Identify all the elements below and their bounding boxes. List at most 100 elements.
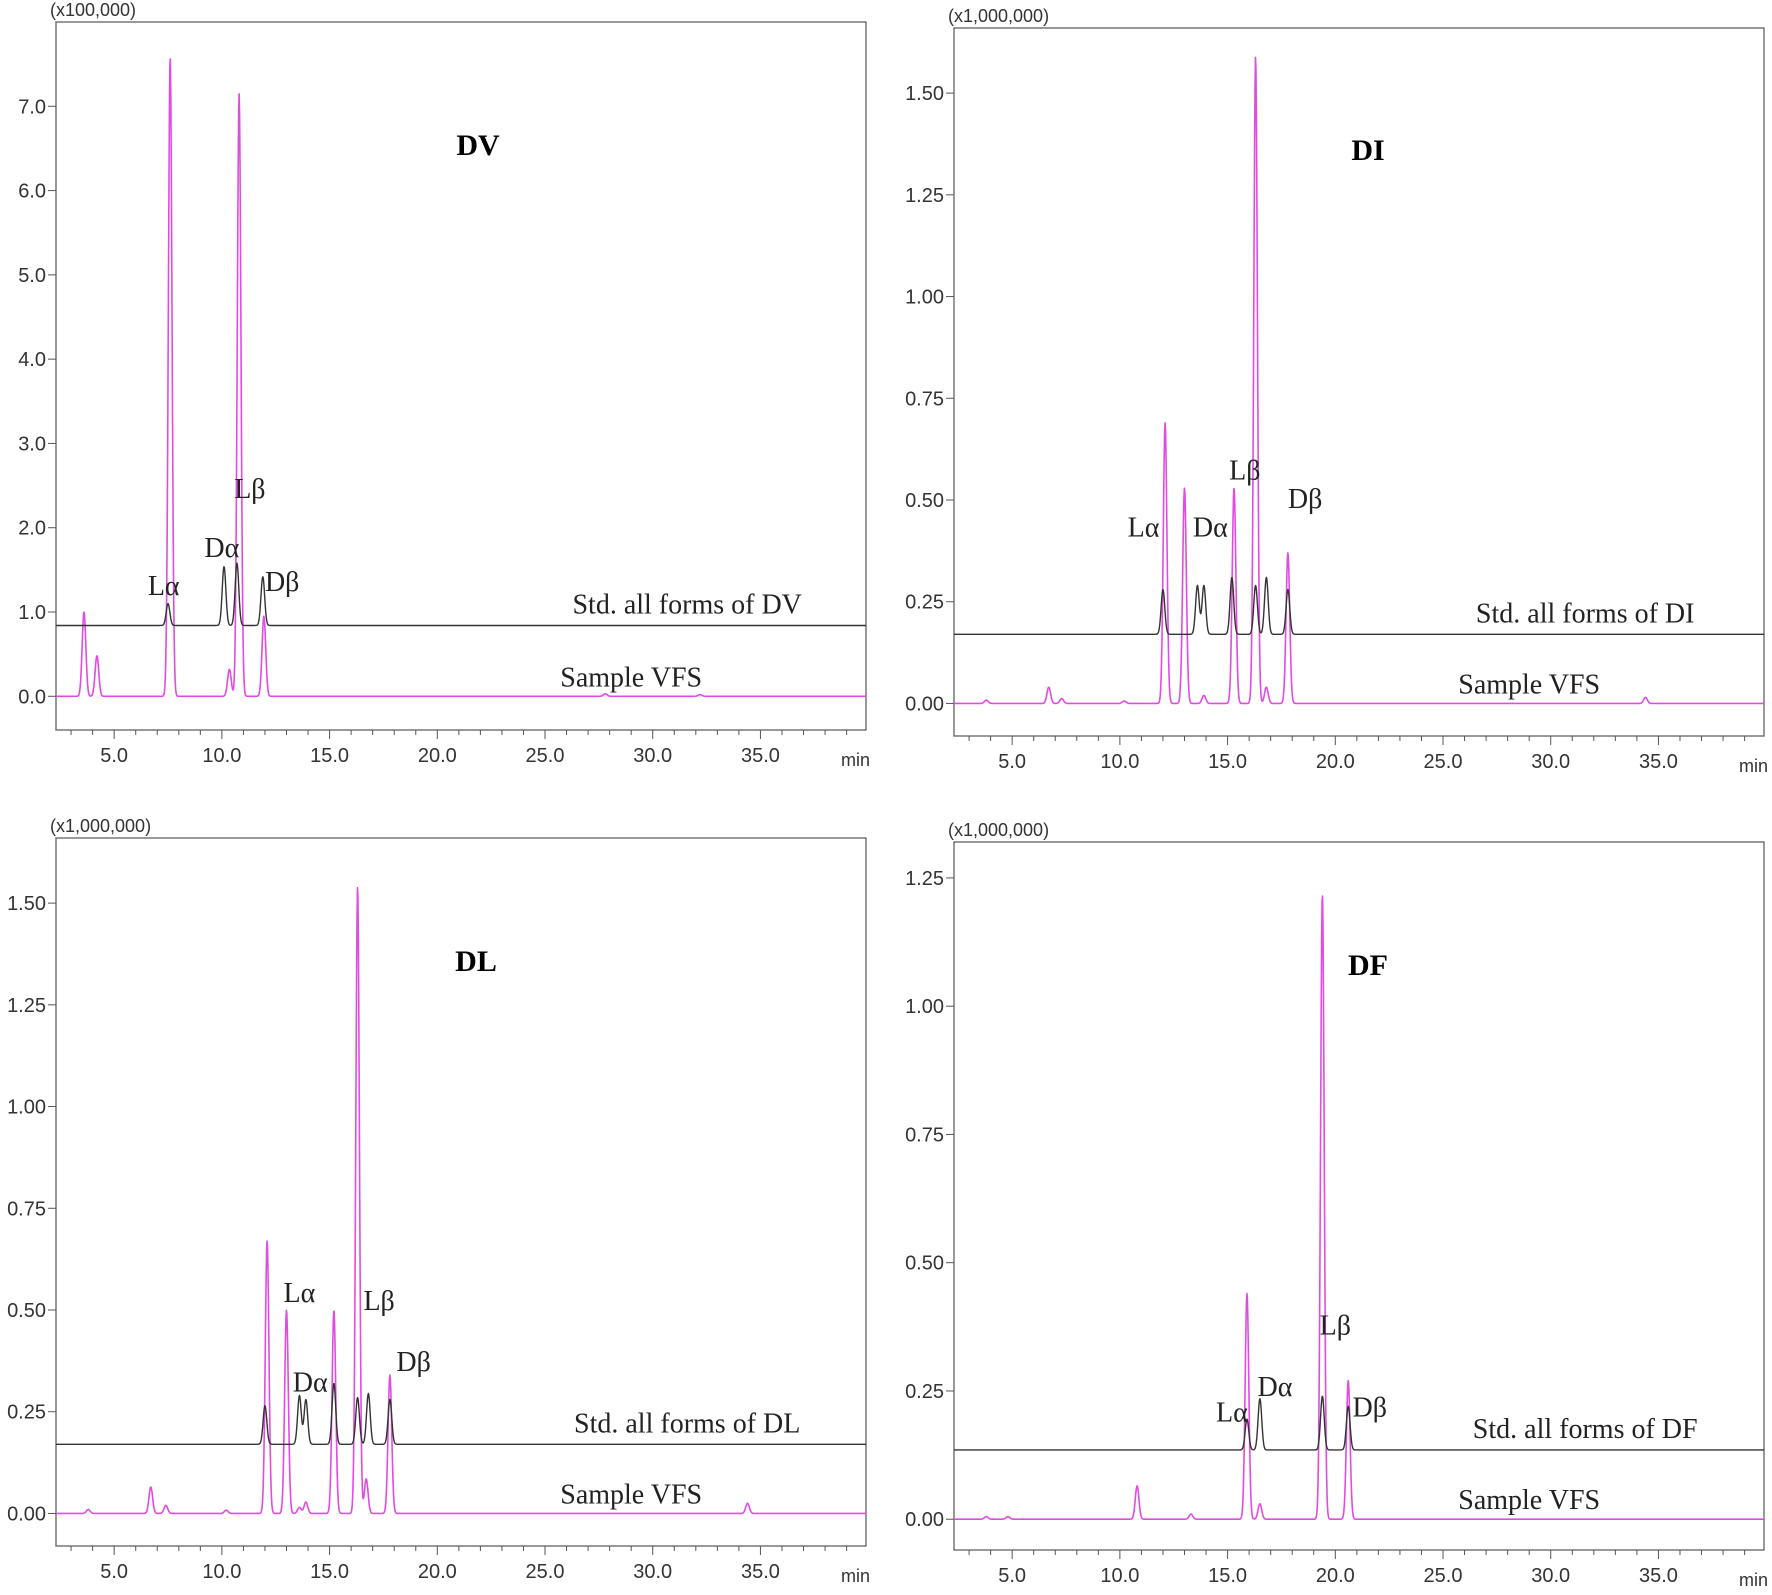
x-tick-label: 15.0: [310, 1561, 349, 1583]
peak-label: Lβ: [363, 1286, 394, 1317]
chart-panel-dv: 0.0 1.0 2.0 3.0 4.0 5.0 6.0 7.0 5.0 10.0 15.0 20.0 2…: [0, 0, 886, 795]
x-tick-label: 10.0: [1100, 751, 1139, 773]
standard-trace: [55, 1382, 867, 1445]
chart-title: DV: [456, 129, 500, 162]
standard-trace: [953, 576, 1765, 635]
sample-trace-label: Sample VFS: [560, 662, 702, 693]
sample-trace: [953, 895, 1765, 1521]
x-tick-label: 30.0: [633, 1561, 672, 1583]
x-tick-label: 30.0: [633, 745, 672, 767]
standard-trace-label: Std. all forms of DF: [1473, 1414, 1698, 1445]
x-tick-label: 35.0: [741, 745, 780, 767]
y-tick-label: 1.00: [7, 1097, 46, 1119]
peak-label: Dβ: [1353, 1393, 1387, 1424]
y-scale-label: (x1,000,000): [948, 6, 1049, 26]
x-tick-label: 30.0: [1531, 1565, 1570, 1587]
standard-trace-label: Std. all forms of DV: [572, 589, 801, 620]
y-tick-label: 1.50: [905, 83, 944, 105]
y-scale-label: (x1,000,000): [948, 820, 1049, 840]
y-tick-label: 2.0: [18, 518, 46, 540]
x-tick-label: 15.0: [1208, 751, 1247, 773]
x-tick-label: 15.0: [1208, 1565, 1247, 1587]
x-tick-label: 5.0: [998, 1565, 1026, 1587]
peak-label: Dα: [1258, 1372, 1293, 1403]
y-tick-label: 1.25: [905, 868, 944, 890]
chart-title: DI: [1351, 134, 1384, 167]
x-tick-label: 5.0: [998, 751, 1026, 773]
x-unit-label: min: [841, 750, 870, 770]
peak-label: Lβ: [1229, 456, 1260, 487]
plot-frame: [55, 837, 867, 1547]
chart-panel-di: 0.00 0.25 0.50 0.75 1.00 1.25 1.50 5.0 10.0 15.0 2…: [886, 0, 1772, 795]
peak-label: Dα: [293, 1367, 328, 1398]
peak-label: Lα: [284, 1278, 316, 1309]
sample-trace-label: Sample VFS: [1458, 1485, 1600, 1516]
x-tick-label: 25.0: [1424, 1565, 1463, 1587]
y-tick-label: 0.75: [905, 388, 944, 410]
x-tick-label: 5.0: [100, 745, 128, 767]
sample-trace: [55, 58, 867, 698]
x-tick-label: 10.0: [1100, 1565, 1139, 1587]
chart-svg: 0.0 1.0 2.0 3.0 4.0 5.0 6.0 7.0 5.0 10.0 15.0 20.0 2…: [18, 0, 870, 770]
chart-svg: 0.00 0.25 0.50 0.75 1.00 1.25 1.50 5.0 10.0 15.0 2…: [7, 816, 870, 1586]
x-tick-label: 20.0: [418, 745, 457, 767]
y-scale-label: (x1,000,000): [50, 816, 151, 836]
peak-label: Lα: [1128, 513, 1160, 544]
sample-trace: [953, 56, 1765, 705]
x-unit-label: min: [1739, 1570, 1768, 1590]
y-tick-label: 0.00: [905, 693, 944, 715]
x-tick-label: 25.0: [526, 1561, 565, 1583]
x-tick-label: 20.0: [418, 1561, 457, 1583]
y-tick-label: 1.50: [7, 893, 46, 915]
y-scale-label: (x100,000): [50, 0, 136, 20]
y-tick-label: 1.25: [905, 185, 944, 207]
chart-svg: 0.00 0.25 0.50 0.75 1.00 1.25 5.0 10.0 15.0 20.0 2…: [905, 820, 1768, 1590]
y-tick-label: 1.00: [905, 287, 944, 309]
peak-label: Dβ: [265, 567, 299, 598]
peak-label: Dβ: [396, 1347, 430, 1378]
y-tick-label: 0.00: [905, 1509, 944, 1531]
plot-frame: [55, 21, 867, 731]
sample-trace-label: Sample VFS: [560, 1479, 702, 1510]
x-tick-label: 5.0: [100, 1561, 128, 1583]
y-tick-label: 4.0: [18, 349, 46, 371]
y-tick-label: 0.50: [905, 1253, 944, 1275]
standard-trace: [55, 562, 867, 627]
sample-trace: [55, 886, 867, 1515]
standard-trace: [953, 1395, 1765, 1451]
peak-label: Dα: [204, 533, 239, 564]
x-tick-label: 25.0: [526, 745, 565, 767]
y-tick-label: 0.25: [905, 592, 944, 614]
chart-panel-dl: 0.00 0.25 0.50 0.75 1.00 1.25 1.50 5.0 10.0 15.0 2…: [0, 795, 886, 1590]
peak-label: Lα: [148, 571, 180, 602]
peak-label: Dβ: [1288, 484, 1322, 515]
y-tick-label: 0.0: [18, 686, 46, 708]
y-tick-label: 0.00: [7, 1503, 46, 1525]
x-tick-label: 20.0: [1316, 751, 1355, 773]
x-unit-label: min: [841, 1566, 870, 1586]
x-unit-label: min: [1739, 756, 1768, 776]
chart-panel-df: 0.00 0.25 0.50 0.75 1.00 1.25 5.0 10.0 15.0 20.0 2…: [886, 795, 1772, 1590]
x-tick-label: 15.0: [310, 745, 349, 767]
chart-title: DL: [455, 945, 497, 978]
peak-label: Lβ: [234, 474, 265, 505]
x-tick-label: 35.0: [1639, 1565, 1678, 1587]
x-tick-label: 35.0: [1639, 751, 1678, 773]
y-tick-label: 1.0: [18, 602, 46, 624]
chart-svg: 0.00 0.25 0.50 0.75 1.00 1.25 1.50 5.0 10.0 15.0 2…: [905, 6, 1768, 776]
standard-trace-label: Std. all forms of DI: [1476, 598, 1695, 629]
x-tick-label: 10.0: [202, 745, 241, 767]
peak-label: Lβ: [1320, 1311, 1351, 1342]
y-tick-label: 0.25: [905, 1381, 944, 1403]
x-tick-label: 30.0: [1531, 751, 1570, 773]
x-tick-label: 20.0: [1316, 1565, 1355, 1587]
x-tick-label: 35.0: [741, 1561, 780, 1583]
y-tick-label: 1.25: [7, 995, 46, 1017]
y-tick-label: 5.0: [18, 265, 46, 287]
x-tick-label: 25.0: [1424, 751, 1463, 773]
y-tick-label: 0.25: [7, 1402, 46, 1424]
y-tick-label: 0.75: [7, 1198, 46, 1220]
y-tick-label: 6.0: [18, 181, 46, 203]
standard-trace-label: Std. all forms of DL: [574, 1408, 800, 1439]
peak-label: Lα: [1216, 1398, 1248, 1429]
